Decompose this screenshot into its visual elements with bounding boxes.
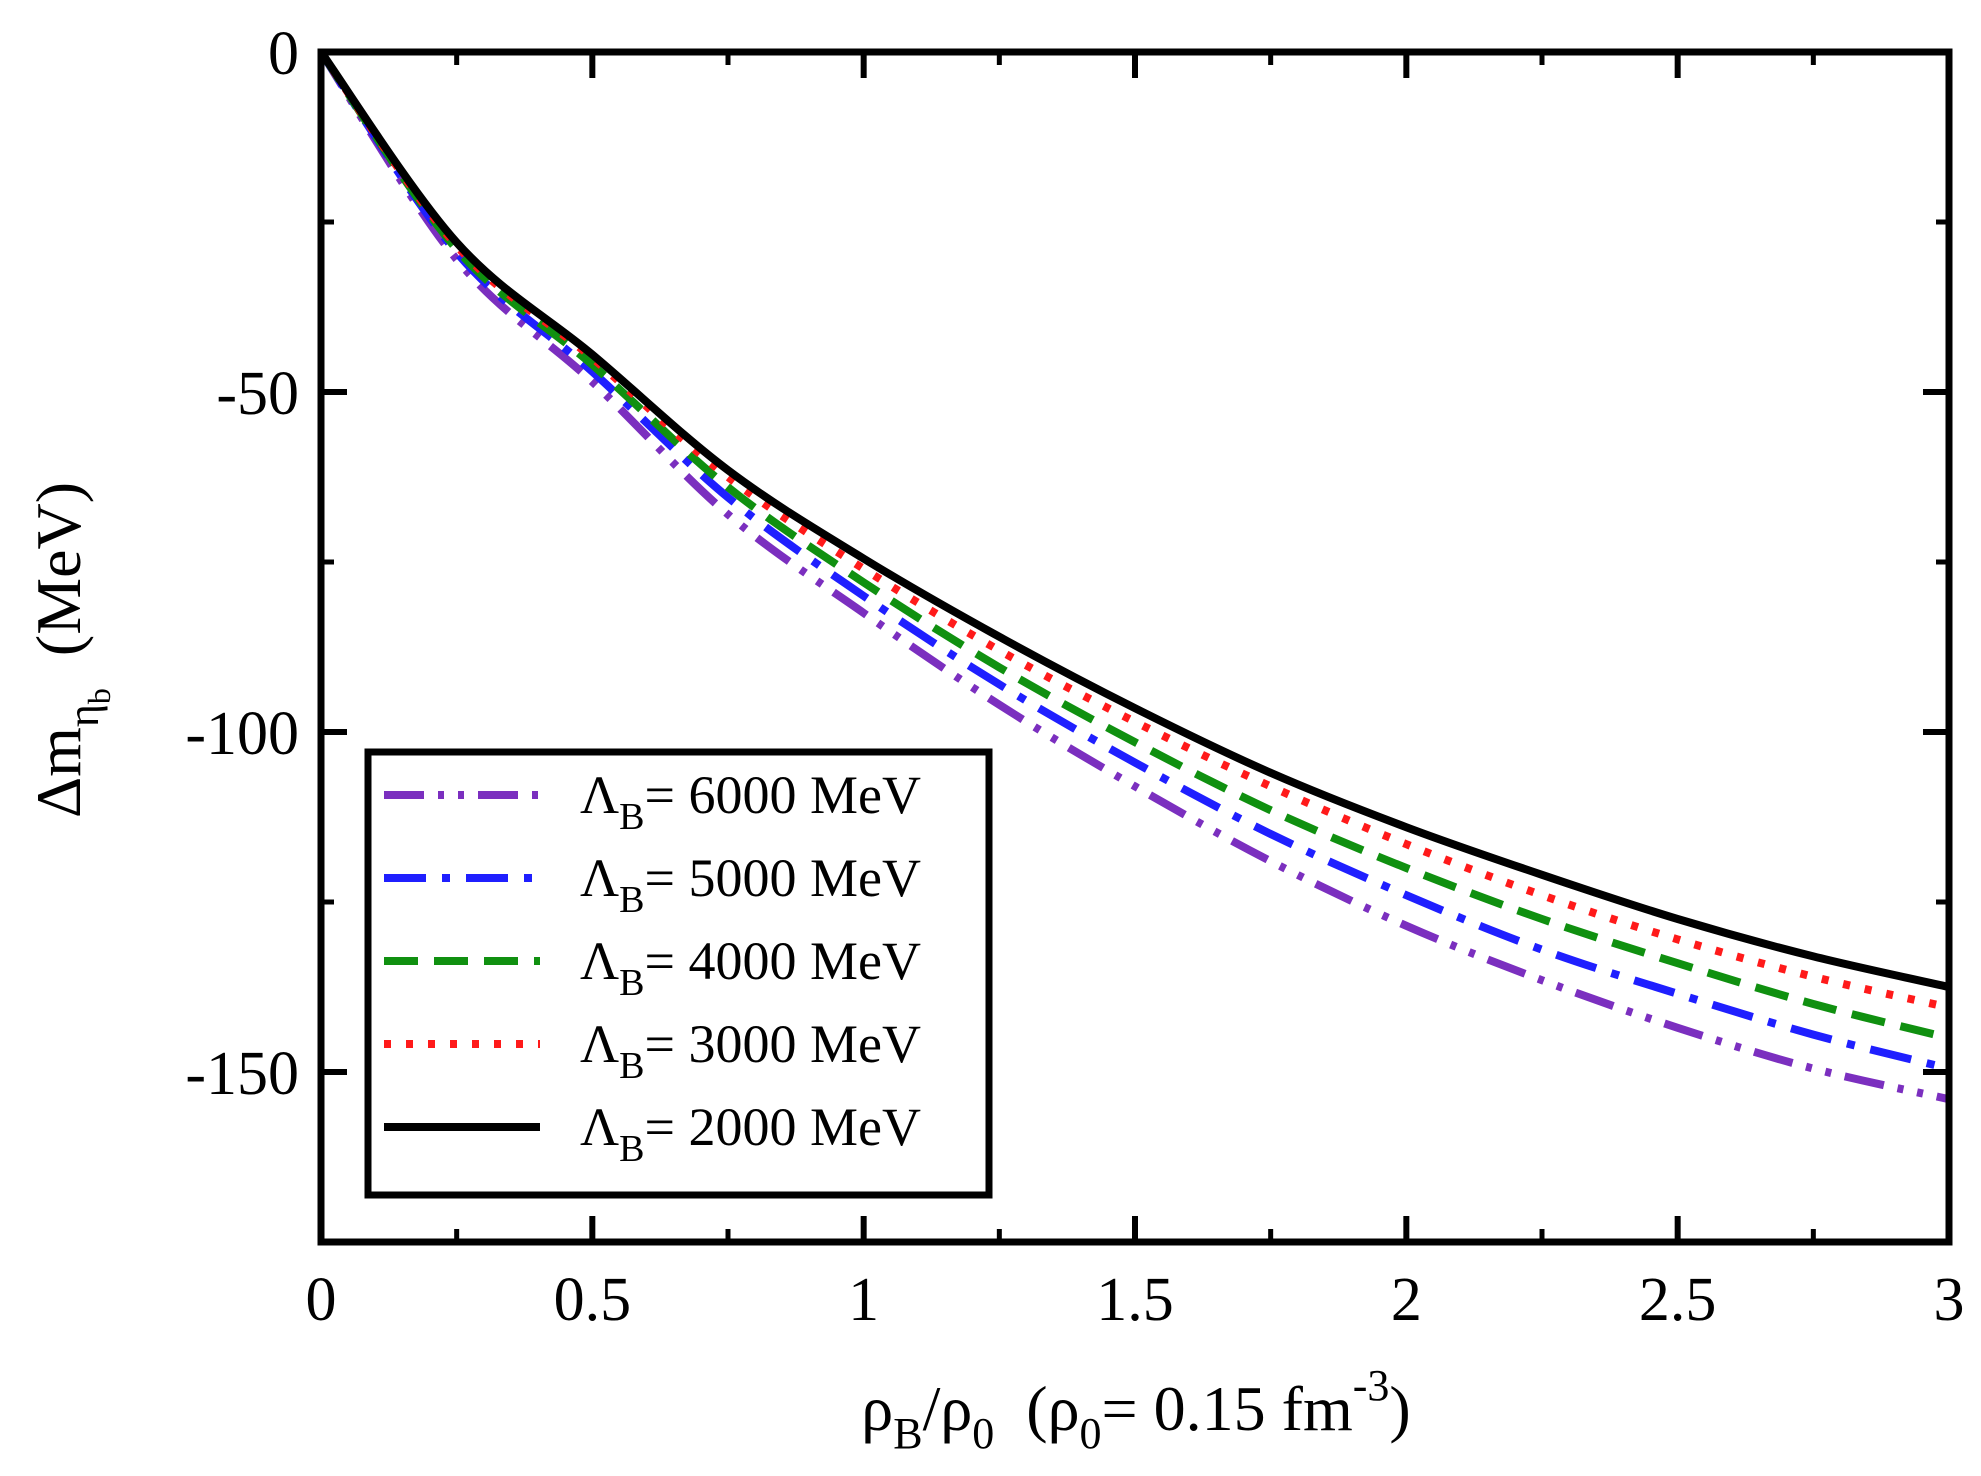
- series-line-2: [317, 49, 1950, 1042]
- plot-lines: [317, 49, 1950, 1104]
- legend-label-2: ΛB= 4000 MeV: [580, 931, 921, 1004]
- legend-box: [364, 748, 993, 1199]
- x-tick-label: 1: [848, 1266, 879, 1334]
- series-line-1: [317, 49, 1950, 1073]
- series-line-0: [317, 49, 1950, 1104]
- legend: ΛB= 6000 MeV ΛB= 5000 MeV ΛB= 4000 MeV ΛB= …: [364, 748, 993, 1199]
- x-tick-label: 0.5: [554, 1266, 632, 1334]
- plot-frame: [317, 48, 1953, 1246]
- y-tick-label: -50: [216, 360, 299, 428]
- tick-labels: 0 0.5 1 1.5 2 2.5 3 0 -50 -100 -150: [185, 20, 1964, 1334]
- legend-label-0: ΛB= 6000 MeV: [580, 765, 921, 838]
- legend-label-3: ΛB= 3000 MeV: [580, 1014, 921, 1087]
- legend-label-4: ΛB= 2000 MeV: [580, 1097, 921, 1170]
- x-tick-label: 3: [1934, 1266, 1965, 1334]
- x-tick-label: 0: [306, 1266, 337, 1334]
- x-tick-label: 2: [1391, 1266, 1422, 1334]
- legend-label-1: ΛB= 5000 MeV: [580, 848, 921, 921]
- series-line-4: [317, 49, 1950, 991]
- x-axis-title: ρB/ρ0 (ρ0= 0.15 fm-3): [861, 1361, 1410, 1458]
- y-tick-label: -100: [185, 700, 299, 768]
- x-tick-label: 2.5: [1639, 1266, 1717, 1334]
- y-axis-title: Δmηb (MeV): [23, 482, 117, 818]
- y-tick-label: -150: [185, 1040, 299, 1108]
- x-tick-label: 1.5: [1096, 1266, 1174, 1334]
- y-tick-label: 0: [268, 20, 299, 88]
